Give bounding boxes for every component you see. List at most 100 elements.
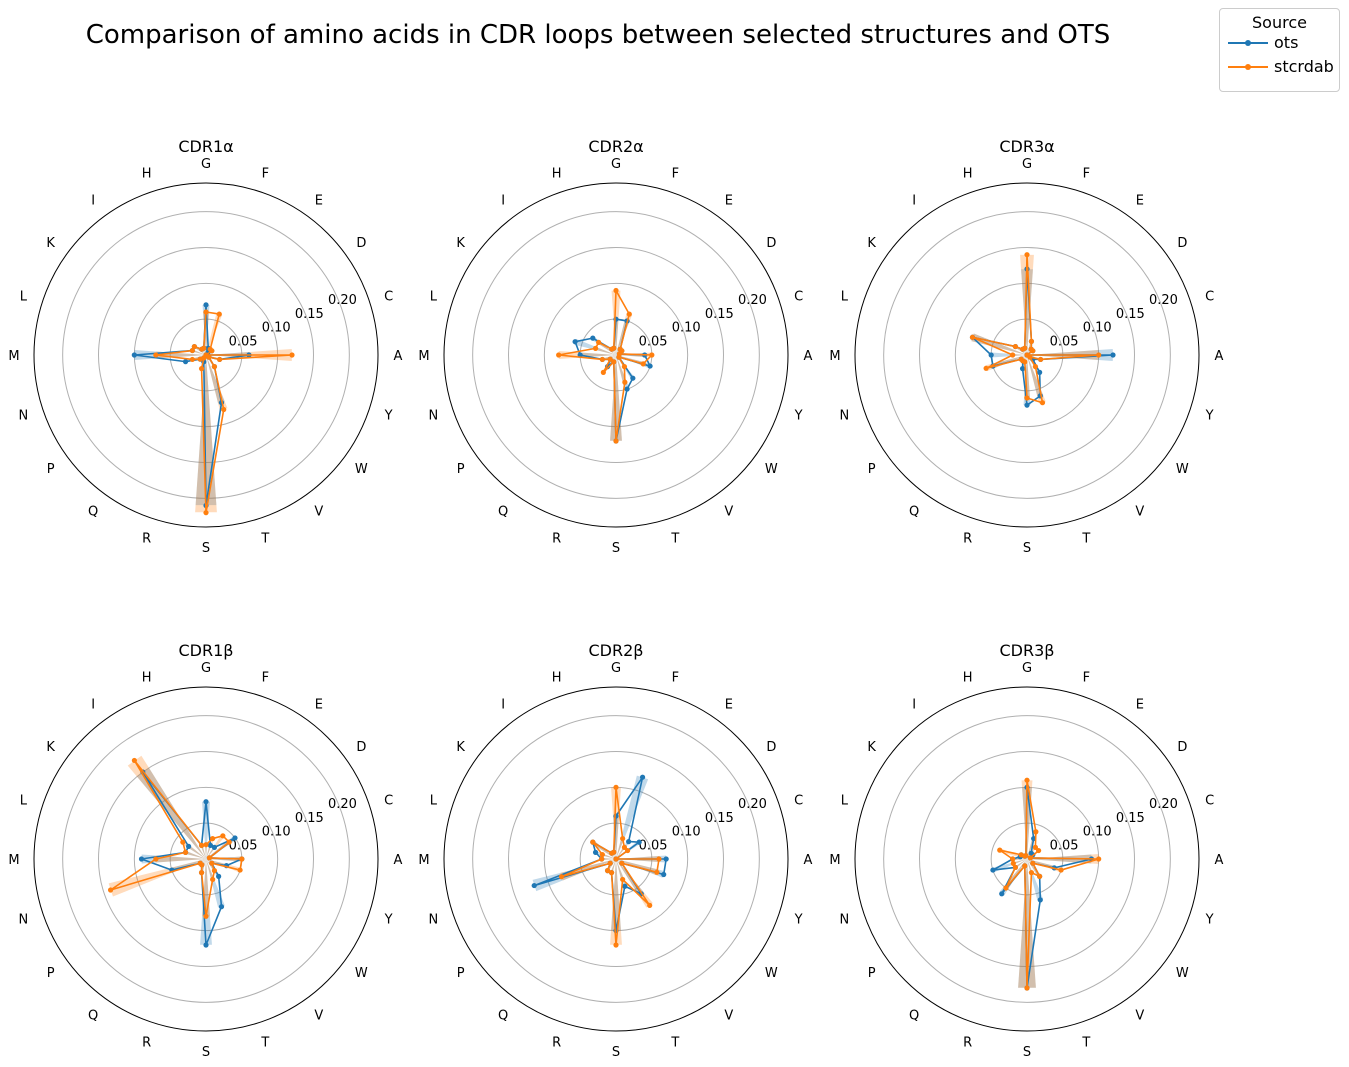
grid-circle bbox=[62, 715, 350, 1003]
panel-title: CDR3α bbox=[999, 137, 1054, 156]
category-label: Q bbox=[498, 504, 508, 519]
category-label: K bbox=[456, 236, 465, 251]
radial-tick-label: 0.05 bbox=[229, 334, 258, 349]
data-point-ots bbox=[218, 904, 225, 910]
category-label: W bbox=[355, 462, 368, 477]
shade-wedge-stcrdab bbox=[200, 845, 206, 859]
panel-title: CDR3β bbox=[1000, 641, 1055, 660]
data-point-stcrdab bbox=[1039, 400, 1046, 406]
data-point-ots bbox=[186, 843, 192, 849]
data-point-stcrdab bbox=[596, 339, 602, 345]
data-point-stcrdab bbox=[969, 334, 976, 340]
category-label: V bbox=[724, 1008, 733, 1023]
data-point-stcrdab bbox=[203, 913, 209, 919]
shade-wedge-stcrdab bbox=[595, 346, 616, 355]
data-point-stcrdab bbox=[107, 887, 114, 893]
shade-wedge-ots bbox=[991, 352, 1027, 358]
category-label: G bbox=[1022, 661, 1032, 676]
data-point-stcrdab bbox=[209, 860, 215, 866]
data-point-ots bbox=[626, 839, 632, 845]
data-point-ots bbox=[1037, 369, 1043, 375]
data-point-stcrdab bbox=[210, 876, 216, 883]
radial-tick-label: 0.10 bbox=[262, 321, 291, 336]
radial-tick-label: 0.15 bbox=[295, 307, 324, 322]
grid-circle bbox=[133, 786, 279, 932]
shade-wedge-stcrdab bbox=[601, 858, 616, 860]
radial-tick-label: 0.10 bbox=[1083, 825, 1112, 840]
data-point-stcrdab bbox=[1032, 844, 1039, 851]
category-label: W bbox=[765, 966, 778, 981]
category-label: G bbox=[611, 661, 621, 676]
radial-tick-label: 0.05 bbox=[639, 838, 668, 853]
shade-wedge-ots bbox=[601, 858, 616, 860]
category-label: R bbox=[552, 532, 561, 547]
data-point-stcrdab bbox=[1032, 364, 1039, 370]
category-label: C bbox=[794, 794, 803, 809]
category-label: I bbox=[501, 194, 505, 209]
category-label: R bbox=[963, 532, 972, 547]
data-point-ots bbox=[131, 352, 137, 358]
data-point-stcrdab bbox=[1028, 870, 1035, 876]
polar-frame bbox=[443, 182, 789, 528]
radar-panel-5: CDR2β 0.05 0.10 0.15 0.20 A C D E F G H I K L M N P Q R S T V W… bbox=[418, 641, 812, 1060]
data-point-stcrdab bbox=[216, 311, 222, 317]
data-point-stcrdab bbox=[1058, 867, 1064, 873]
data-point-ots bbox=[138, 856, 145, 862]
polar-frame bbox=[854, 686, 1200, 1032]
legend-label-ots: ots bbox=[1274, 33, 1299, 52]
shade-wedge-stcrdab bbox=[185, 850, 206, 859]
data-point-stcrdab bbox=[206, 855, 213, 861]
data-point-stcrdab bbox=[220, 833, 226, 839]
data-point-stcrdab bbox=[983, 365, 989, 371]
series-line-stcrdab bbox=[998, 779, 1100, 989]
category-label: E bbox=[725, 194, 733, 209]
category-label: Q bbox=[498, 1008, 508, 1023]
data-point-stcrdab bbox=[599, 356, 605, 363]
data-point-ots bbox=[590, 335, 596, 341]
data-point-stcrdab bbox=[199, 862, 205, 868]
data-point-ots bbox=[592, 849, 599, 855]
category-label: H bbox=[963, 166, 973, 181]
radial-tick-label: 0.20 bbox=[328, 797, 357, 812]
shade-wedge-stcrdab bbox=[1027, 859, 1033, 873]
category-label: I bbox=[91, 698, 95, 713]
data-point-stcrdab bbox=[613, 942, 619, 948]
data-point-stcrdab bbox=[1018, 852, 1024, 858]
data-point-stcrdab bbox=[1033, 829, 1039, 835]
category-label: L bbox=[20, 794, 28, 809]
category-label: S bbox=[612, 1045, 620, 1060]
radial-tick-label: 0.20 bbox=[1149, 293, 1178, 308]
shade-wedge-stcrdab bbox=[192, 349, 206, 355]
grid-circle bbox=[98, 751, 314, 967]
category-label: W bbox=[1176, 966, 1189, 981]
data-point-ots bbox=[624, 386, 630, 392]
data-point-stcrdab bbox=[1012, 343, 1019, 350]
data-point-stcrdab bbox=[1024, 252, 1030, 258]
data-point-stcrdab bbox=[198, 366, 205, 372]
data-point-ots bbox=[531, 882, 537, 889]
data-point-stcrdab bbox=[621, 844, 628, 851]
radial-tick-label: 0.05 bbox=[229, 838, 258, 853]
category-label: Y bbox=[794, 408, 803, 423]
data-point-ots bbox=[232, 835, 238, 841]
radar-panel-4: CDR1β 0.05 0.10 0.15 0.20 A C D E F G H I K L M N P Q R S T V W… bbox=[8, 641, 402, 1060]
shade-wedge-ots bbox=[1027, 859, 1044, 901]
category-label: C bbox=[1205, 290, 1214, 305]
category-label: D bbox=[356, 740, 366, 755]
category-label: I bbox=[91, 194, 95, 209]
category-label: K bbox=[456, 740, 465, 755]
shade-wedge-stcrdab bbox=[616, 859, 625, 880]
data-point-stcrdab bbox=[608, 870, 615, 876]
shade-wedge-ots bbox=[1021, 269, 1033, 355]
data-point-stcrdab bbox=[1010, 856, 1016, 862]
data-point-stcrdab bbox=[613, 438, 619, 444]
category-label: K bbox=[46, 236, 55, 251]
data-point-stcrdab bbox=[203, 510, 209, 516]
data-point-ots bbox=[663, 856, 669, 862]
data-point-stcrdab bbox=[649, 352, 655, 358]
category-label: C bbox=[794, 290, 803, 305]
category-label: Q bbox=[909, 1008, 919, 1023]
shade-wedge-stcrdab bbox=[971, 333, 1027, 355]
shade-wedge-ots bbox=[610, 859, 616, 873]
